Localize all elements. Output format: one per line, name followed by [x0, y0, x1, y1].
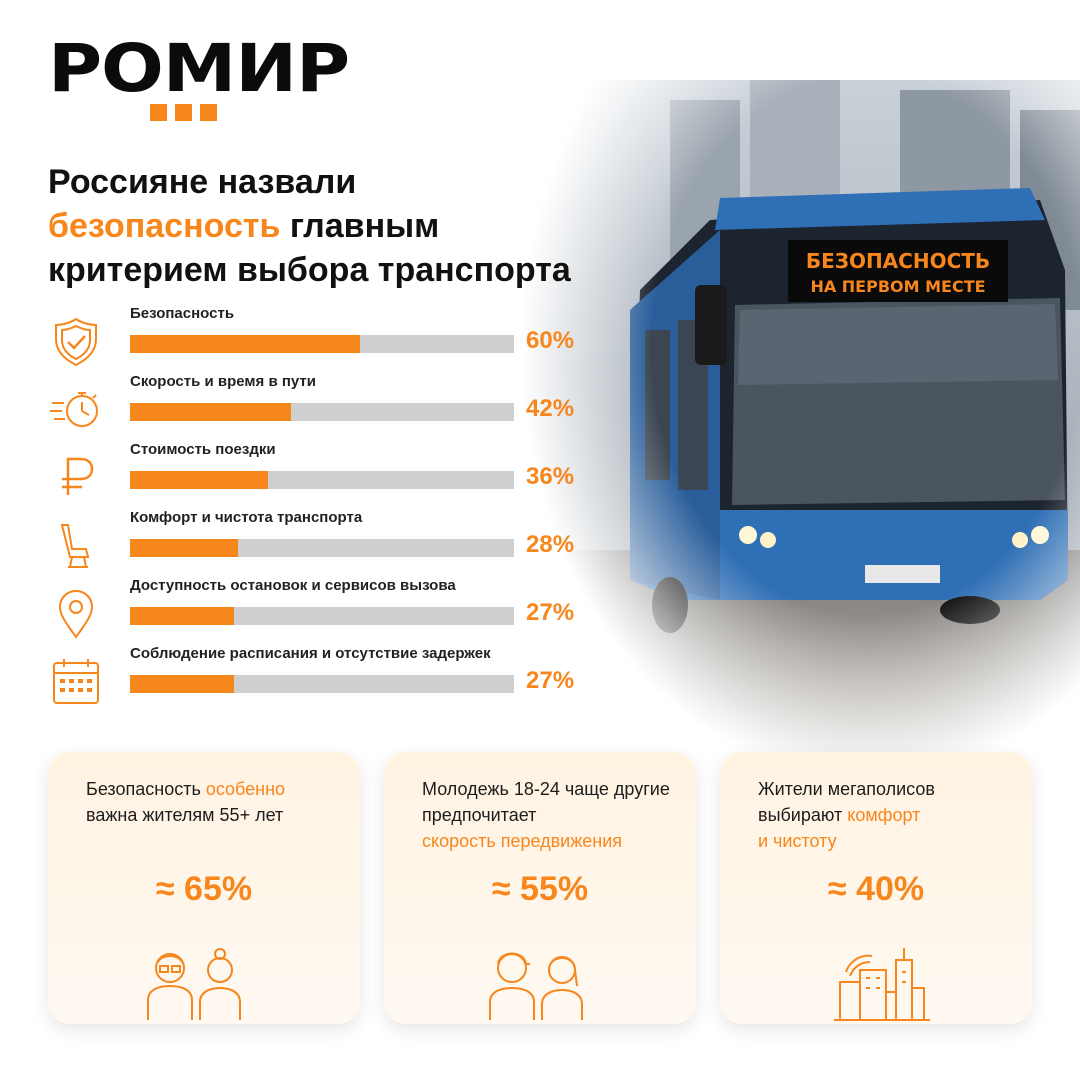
bar-value-label: 28%	[526, 531, 575, 558]
card-text-pre: Жители мегаполисов выбирают	[758, 779, 935, 825]
card-text: Молодежь 18-24 чаще другие предпочитает …	[422, 776, 672, 854]
bar-track	[130, 403, 514, 421]
bar-label: Комфорт и чистота транспорта	[130, 509, 363, 526]
bus-sign-line2: НА ПЕРВОМ МЕСТЕ	[810, 277, 985, 296]
card-text-accent: особенно	[205, 779, 286, 799]
bar-fill	[130, 403, 292, 421]
card-value: ≈ 55%	[491, 870, 589, 908]
bar-row-schedule: Соблюдение расписания и отсутствие задер…	[48, 645, 588, 715]
bar-track	[130, 539, 514, 557]
bar-value-label: 27%	[526, 667, 575, 694]
card-text-accent: скорость передвижения	[422, 831, 623, 851]
stopwatch-icon	[50, 392, 98, 427]
bar-value-label: 60%	[526, 327, 575, 354]
card-seniors: Безопасность особенно важна жителям 55+ …	[48, 752, 360, 1024]
card-text-post: важна жителям 55+ лет	[86, 805, 284, 825]
bar-fill	[130, 539, 238, 557]
bar-label: Скорость и время в пути	[130, 373, 316, 390]
bar-row-safety: Безопасность 60%	[48, 305, 588, 375]
headline-line3: критерием выбора транспорта	[48, 251, 571, 289]
card-value: ≈ 40%	[827, 870, 925, 908]
seniors-icon	[147, 948, 241, 1020]
card-youth: Молодежь 18-24 чаще другие предпочитает …	[384, 752, 696, 1024]
seat-icon	[60, 524, 90, 568]
calendar-icon	[53, 659, 99, 704]
bar-row-cost: Стоимость поездки 36%	[48, 441, 588, 511]
bus-photo: БЕЗОПАСНОСТЬ НА ПЕРВОМ МЕСТЕ	[520, 80, 1080, 780]
bar-label: Безопасность	[130, 305, 235, 322]
romir-logo: РОМИР	[48, 30, 350, 107]
city-icon	[834, 948, 930, 1021]
bar-label: Доступность остановок и сервисов вызова	[130, 577, 456, 594]
card-text: Жители мегаполисов выбирают комфорт и чи…	[758, 776, 1008, 854]
headline-accent: безопасность	[48, 207, 281, 245]
bar-value-label: 42%	[526, 395, 575, 422]
card-text-pre: Молодежь 18-24 чаще другие предпочитает	[422, 779, 670, 825]
card-text-post: и чистоту	[758, 831, 837, 851]
card-text: Безопасность особенно важна жителям 55+ …	[86, 776, 336, 828]
bar-fill	[130, 675, 234, 693]
card-megacity: Жители мегаполисов выбирают комфорт и чи…	[720, 752, 1032, 1024]
bar-track	[130, 471, 514, 489]
bar-fill	[130, 471, 269, 489]
card-text-pre: Безопасность	[86, 779, 206, 799]
bar-track	[130, 675, 514, 693]
card-value: ≈ 65%	[155, 870, 253, 908]
bar-row-comfort: Комфорт и чистота транспорта 28%	[48, 509, 588, 579]
bar-value-label: 27%	[526, 599, 575, 626]
logo-squares	[150, 104, 217, 121]
young-people-icon	[489, 952, 583, 1020]
bar-label: Соблюдение расписания и отсутствие задер…	[130, 645, 491, 662]
bus-sign-line1: БЕЗОПАСНОСТЬ	[806, 249, 990, 273]
location-pin-icon	[58, 589, 94, 639]
shield-check-icon	[55, 317, 97, 367]
bar-track	[130, 607, 514, 625]
headline-line2: главным	[280, 207, 440, 245]
bar-fill	[130, 335, 361, 353]
card-text-accent: комфорт	[847, 805, 921, 825]
bar-row-access: Доступность остановок и сервисов вызова …	[48, 577, 588, 647]
bar-label: Стоимость поездки	[130, 441, 276, 458]
ruble-icon	[62, 457, 94, 495]
bar-fill	[130, 607, 234, 625]
bar-track	[130, 335, 514, 353]
bar-row-speed: Скорость и время в пути 42%	[48, 373, 588, 443]
headline: Россияне назвали безопасность главным кр…	[48, 160, 571, 292]
bar-value-label: 36%	[526, 463, 575, 490]
headline-line1: Россияне назвали	[48, 163, 357, 201]
